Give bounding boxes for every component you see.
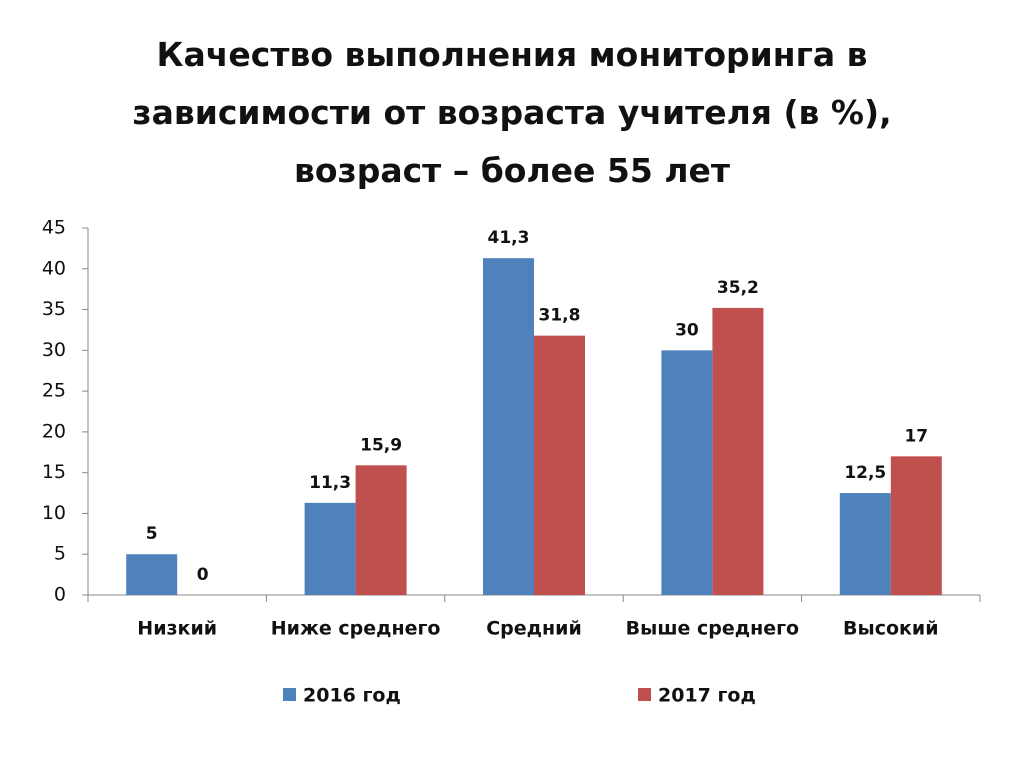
y-tick-label: 5 <box>54 543 66 565</box>
bar <box>890 456 942 595</box>
y-tick-label: 10 <box>42 502 66 524</box>
value-label: 17 <box>904 426 928 446</box>
legend-swatch <box>283 688 296 701</box>
value-label: 12,5 <box>844 463 886 483</box>
bar <box>712 307 764 595</box>
y-tick-label: 15 <box>42 461 66 483</box>
bar <box>534 335 585 595</box>
chart-title: Качество выполнения мониторинга в зависи… <box>132 35 892 190</box>
y-tick-label: 20 <box>42 420 66 442</box>
y-tick-label: 25 <box>42 380 66 402</box>
value-label: 11,3 <box>309 473 351 493</box>
value-label: 35,2 <box>717 278 759 298</box>
legend-swatch <box>638 688 651 701</box>
y-tick-label: 45 <box>42 217 66 239</box>
x-tick-label: Ниже среднего <box>271 618 441 640</box>
bar <box>304 502 356 595</box>
value-label: 15,9 <box>360 435 402 455</box>
bar <box>661 350 713 595</box>
y-tick-label: 35 <box>42 298 66 320</box>
value-label: 41,3 <box>488 228 530 248</box>
value-label: 5 <box>146 524 158 544</box>
legend-label: 2017 год <box>658 685 756 707</box>
x-tick-label: Низкий <box>137 618 217 640</box>
legend-label: 2016 год <box>303 685 401 707</box>
x-tick-label: Выше среднего <box>626 618 799 640</box>
bar <box>483 258 534 595</box>
x-tick-label: Высокий <box>843 618 939 640</box>
y-tick-label: 30 <box>42 339 66 361</box>
bar <box>126 554 178 595</box>
value-label: 31,8 <box>539 306 581 326</box>
bar <box>839 493 891 595</box>
value-label: 0 <box>197 565 209 585</box>
x-tick-label: Средний <box>486 618 582 640</box>
value-label: 30 <box>675 320 699 340</box>
bar <box>355 465 407 595</box>
y-tick-label: 40 <box>42 257 66 279</box>
y-tick-label: 0 <box>54 584 66 606</box>
